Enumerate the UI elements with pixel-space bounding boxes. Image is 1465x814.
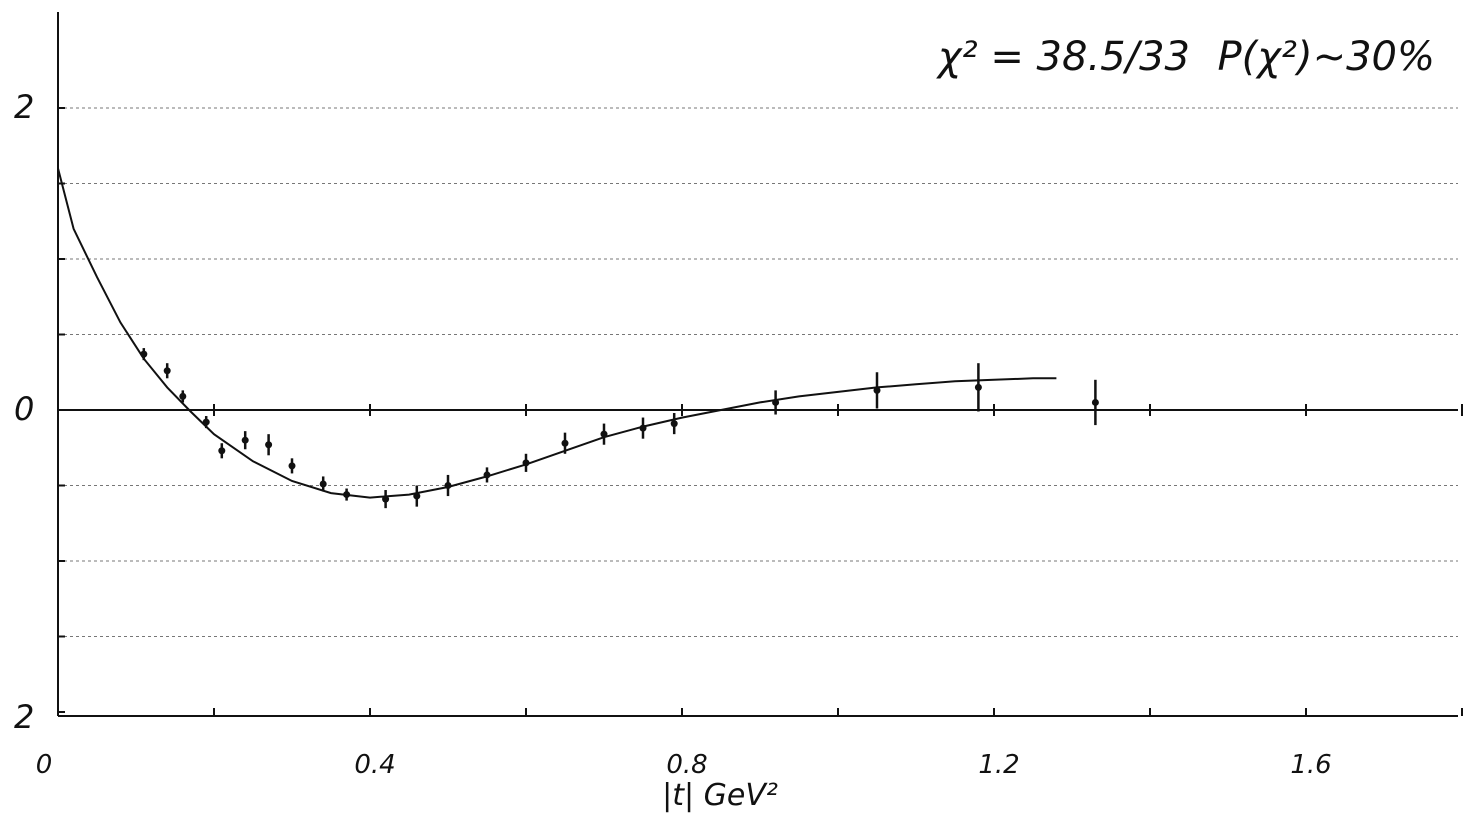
- data-points: [140, 348, 1099, 509]
- x-tick-label: 1.2: [978, 750, 1019, 780]
- tick-marks: [58, 107, 1463, 716]
- data-point: [772, 398, 780, 406]
- data-point: [1091, 398, 1099, 406]
- data-point: [343, 491, 351, 499]
- data-point: [483, 471, 491, 479]
- x-tick-label: 1.6: [1290, 750, 1331, 780]
- data-point: [163, 367, 171, 375]
- fit-curve: [57, 168, 1057, 499]
- axes: [57, 12, 1458, 717]
- data-point: [288, 462, 296, 470]
- y-tick-label: 0: [14, 390, 34, 428]
- data-point: [600, 430, 608, 438]
- probability-annotation: P(χ²)~30%: [1218, 34, 1435, 80]
- data-point: [265, 441, 273, 449]
- data-point: [241, 436, 249, 444]
- data-point: [218, 447, 226, 455]
- x-axis-label: |t| GeV²: [662, 778, 778, 813]
- data-point: [179, 392, 187, 400]
- y-tick-label: 2: [14, 88, 34, 126]
- data-point: [873, 386, 881, 394]
- data-point: [522, 459, 530, 467]
- data-point: [202, 418, 210, 426]
- y-tick-label: 2: [14, 698, 34, 736]
- data-point: [444, 482, 452, 489]
- x-tick-label: 0: [36, 750, 53, 780]
- x-tick-label: 0.4: [354, 750, 395, 780]
- data-point: [974, 383, 982, 391]
- data-point: [670, 420, 678, 428]
- chi2-annotation: χ² = 38.5/33: [936, 34, 1190, 80]
- data-point: [382, 495, 390, 503]
- data-point: [140, 350, 148, 358]
- data-point: [639, 424, 647, 432]
- fit-curve-group: [57, 168, 1057, 499]
- data-point: [319, 480, 327, 488]
- data-point: [561, 439, 569, 447]
- x-tick-label: 0.8: [666, 750, 707, 780]
- data-point: [413, 492, 421, 500]
- grid-lines: [58, 107, 1458, 637]
